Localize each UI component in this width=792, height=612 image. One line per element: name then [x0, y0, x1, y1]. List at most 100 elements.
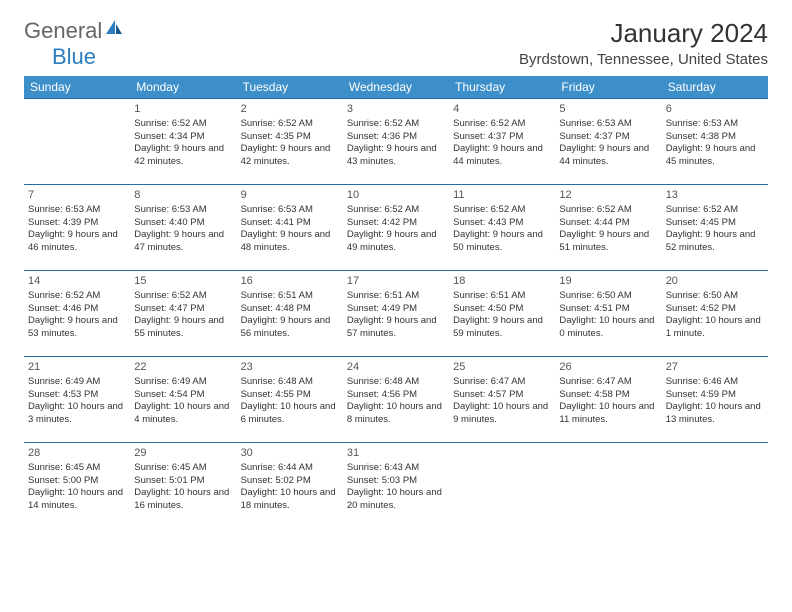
day-number: 29 — [134, 446, 232, 461]
calendar-week-row: 21Sunrise: 6:49 AMSunset: 4:53 PMDayligh… — [24, 357, 768, 443]
calendar-week-row: 28Sunrise: 6:45 AMSunset: 5:00 PM Dayligh… — [24, 443, 768, 529]
daylight-line: Daylight: 9 hours and 57 minutes. — [347, 315, 445, 341]
day-number: 9 — [241, 188, 339, 203]
calendar-day-cell: 29Sunrise: 6:45 AMSunset: 5:01 PMDayligh… — [130, 443, 236, 529]
weekday-header: Thursday — [449, 76, 555, 99]
weekday-header: Saturday — [662, 76, 768, 99]
sunset-line: Sunset: 4:50 PM — [453, 303, 551, 316]
calendar-day-cell: 30Sunrise: 6:44 AMSunset: 5:02 PMDayligh… — [237, 443, 343, 529]
sunrise-line: Sunrise: 6:50 AM — [666, 290, 764, 303]
day-number: 23 — [241, 360, 339, 375]
calendar-day-cell: 16Sunrise: 6:51 AMSunset: 4:48 PMDayligh… — [237, 271, 343, 357]
sunset-line: Sunset: 4:37 PM — [559, 131, 657, 144]
calendar-day-cell: 8Sunrise: 6:53 AMSunset: 4:40 PMDaylight… — [130, 185, 236, 271]
calendar-table: Sunday Monday Tuesday Wednesday Thursday… — [24, 76, 768, 529]
daylight-line: Daylight: 10 hours and 3 minutes. — [28, 401, 126, 427]
day-number: 16 — [241, 274, 339, 289]
calendar-day-cell — [24, 99, 130, 185]
sunrise-line: Sunrise: 6:53 AM — [241, 204, 339, 217]
day-number: 28 — [28, 446, 126, 461]
calendar-week-row: 7Sunrise: 6:53 AMSunset: 4:39 PMDaylight… — [24, 185, 768, 271]
sunset-line: Sunset: 4:39 PM — [28, 217, 126, 230]
month-title: January 2024 — [519, 18, 768, 49]
calendar-day-cell: 12Sunrise: 6:52 AMSunset: 4:44 PMDayligh… — [555, 185, 661, 271]
sunrise-line: Sunrise: 6:51 AM — [241, 290, 339, 303]
day-number: 10 — [347, 188, 445, 203]
daylight-line: Daylight: 9 hours and 55 minutes. — [134, 315, 232, 341]
day-number: 27 — [666, 360, 764, 375]
sunset-line: Sunset: 5:00 PM — [28, 475, 126, 488]
sunset-line: Sunset: 4:49 PM — [347, 303, 445, 316]
sunrise-line: Sunrise: 6:43 AM — [347, 462, 445, 475]
sunset-line: Sunset: 5:03 PM — [347, 475, 445, 488]
daylight-line: Daylight: 9 hours and 56 minutes. — [241, 315, 339, 341]
calendar-day-cell: 19Sunrise: 6:50 AMSunset: 4:51 PMDayligh… — [555, 271, 661, 357]
sunset-line: Sunset: 4:57 PM — [453, 389, 551, 402]
sunset-line: Sunset: 4:51 PM — [559, 303, 657, 316]
day-number: 5 — [559, 102, 657, 117]
daylight-line: Daylight: 10 hours and 4 minutes. — [134, 401, 232, 427]
logo-text-general-2: General — [24, 18, 102, 43]
sunrise-line: Sunrise: 6:47 AM — [559, 376, 657, 389]
sunrise-line: Sunrise: 6:52 AM — [241, 118, 339, 131]
sunrise-line: Sunrise: 6:47 AM — [453, 376, 551, 389]
calendar-day-cell: 13Sunrise: 6:52 AMSunset: 4:45 PMDayligh… — [662, 185, 768, 271]
day-number: 24 — [347, 360, 445, 375]
sunset-line: Sunset: 4:46 PM — [28, 303, 126, 316]
sunrise-line: Sunrise: 6:48 AM — [347, 376, 445, 389]
sunset-line: Sunset: 4:58 PM — [559, 389, 657, 402]
sunset-line: Sunset: 4:44 PM — [559, 217, 657, 230]
weekday-header: Sunday — [24, 76, 130, 99]
day-number: 22 — [134, 360, 232, 375]
daylight-line: Daylight: 9 hours and 42 minutes. — [134, 143, 232, 169]
sunrise-line: Sunrise: 6:53 AM — [28, 204, 126, 217]
sunrise-line: Sunrise: 6:52 AM — [453, 118, 551, 131]
daylight-line: Daylight: 9 hours and 43 minutes. — [347, 143, 445, 169]
sunset-line: Sunset: 4:45 PM — [666, 217, 764, 230]
sunset-line: Sunset: 4:53 PM — [28, 389, 126, 402]
logo-text-blue-2: Blue — [52, 44, 96, 69]
calendar-day-cell: 11Sunrise: 6:52 AMSunset: 4:43 PMDayligh… — [449, 185, 555, 271]
calendar-day-cell: 6Sunrise: 6:53 AMSunset: 4:38 PMDaylight… — [662, 99, 768, 185]
sunrise-line: Sunrise: 6:52 AM — [134, 290, 232, 303]
daylight-line: Daylight: 10 hours and 18 minutes. — [241, 487, 339, 513]
sunset-line: Sunset: 4:48 PM — [241, 303, 339, 316]
sunrise-line: Sunrise: 6:53 AM — [134, 204, 232, 217]
sunset-line: Sunset: 4:42 PM — [347, 217, 445, 230]
sunrise-line: Sunrise: 6:52 AM — [453, 204, 551, 217]
title-block: January 2024 Byrdstown, Tennessee, Unite… — [519, 18, 768, 68]
daylight-line: Daylight: 10 hours and 11 minutes. — [559, 401, 657, 427]
day-number: 7 — [28, 188, 126, 203]
daylight-line: Daylight: 9 hours and 59 minutes. — [453, 315, 551, 341]
daylight-line: Daylight: 9 hours and 48 minutes. — [241, 229, 339, 255]
calendar-day-cell: 10Sunrise: 6:52 AMSunset: 4:42 PMDayligh… — [343, 185, 449, 271]
day-number: 2 — [241, 102, 339, 117]
day-number: 11 — [453, 188, 551, 203]
daylight-line: Daylight: 9 hours and 51 minutes. — [559, 229, 657, 255]
day-number: 25 — [453, 360, 551, 375]
sunset-line: Sunset: 4:43 PM — [453, 217, 551, 230]
sunset-line: Sunset: 4:34 PM — [134, 131, 232, 144]
sunrise-line: Sunrise: 6:52 AM — [134, 118, 232, 131]
calendar-day-cell: 15Sunrise: 6:52 AMSunset: 4:47 PMDayligh… — [130, 271, 236, 357]
logo-abs: General Blue — [24, 18, 124, 70]
sunrise-line: Sunrise: 6:53 AM — [559, 118, 657, 131]
weekday-header: Monday — [130, 76, 236, 99]
sunset-line: Sunset: 4:54 PM — [134, 389, 232, 402]
sunrise-line: Sunrise: 6:51 AM — [453, 290, 551, 303]
daylight-line: Daylight: 9 hours and 52 minutes. — [666, 229, 764, 255]
sunset-line: Sunset: 5:02 PM — [241, 475, 339, 488]
sunrise-line: Sunrise: 6:46 AM — [666, 376, 764, 389]
sunset-line: Sunset: 4:37 PM — [453, 131, 551, 144]
day-number: 30 — [241, 446, 339, 461]
daylight-line: Daylight: 10 hours and 9 minutes. — [453, 401, 551, 427]
day-number: 31 — [347, 446, 445, 461]
sunrise-line: Sunrise: 6:45 AM — [28, 462, 126, 475]
day-number: 13 — [666, 188, 764, 203]
calendar-day-cell: 31Sunrise: 6:43 AMSunset: 5:03 PMDayligh… — [343, 443, 449, 529]
calendar-day-cell: 23Sunrise: 6:48 AMSunset: 4:55 PMDayligh… — [237, 357, 343, 443]
daylight-line: Daylight: 10 hours and 1 minute. — [666, 315, 764, 341]
sunset-line: Sunset: 4:55 PM — [241, 389, 339, 402]
calendar-day-cell: 17Sunrise: 6:51 AMSunset: 4:49 PMDayligh… — [343, 271, 449, 357]
daylight-line: Daylight: 9 hours and 46 minutes. — [28, 229, 126, 255]
